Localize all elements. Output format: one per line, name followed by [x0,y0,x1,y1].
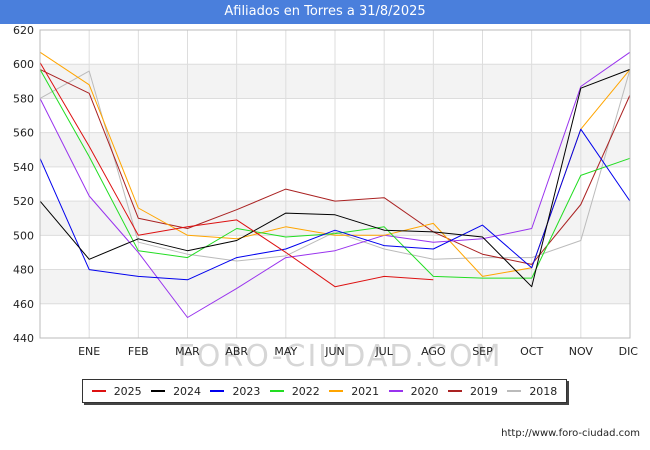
series-line-2020 [39,51,631,318]
source-credit: http://www.foro-ciudad.com [501,428,640,439]
watermark: FORO-CIUDAD.COM [178,339,503,374]
x-tick-labels: ENE FEB MAR ABR MAY JUN JUL AGO SEP OCT NOV DIC [78,345,638,358]
legend-item-2018: 2018 [507,385,557,398]
x-tick-label: MAR [175,345,200,358]
legend-label: 2025 [113,384,142,398]
y-tick-label: 480 [13,264,34,277]
legend-item-2022: 2022 [269,384,320,398]
axes [39,29,631,339]
chart-title: Afiliados en Torres a 31/8/2025 [224,4,426,19]
x-tick-label: OCT [520,345,543,358]
legend-swatch [151,390,166,392]
x-tick-label: ABR [225,345,248,358]
x-tick-label: MAY [274,345,297,358]
y-tick-label: 600 [13,58,34,71]
title-bar: Afiliados en Torres a 31/8/2025 [0,0,650,24]
legend-label: 2018 [529,384,558,398]
legend: 2025 2024 2023 2022 2021 2020 2019 2018 [82,379,567,403]
legend-label: 2020 [410,384,439,398]
x-tick-label: JUL [374,345,393,358]
legend-item-2021: 2021 [329,385,379,398]
x-tick-label: JUN [324,345,345,358]
legend-label: 2024 [173,384,202,398]
plot-border [39,29,631,339]
x-tick-label: DIC [619,345,639,358]
y-tick-label: 620 [13,24,34,37]
series-line-2022 [39,69,631,279]
legend-swatch [91,390,106,392]
legend-swatch [388,390,403,392]
y-tick-labels: 440 460 480 500 520 540 560 580 600 620 [13,24,34,345]
legend-item-2020: 2020 [388,384,439,398]
legend-swatch [210,390,225,392]
legend-item-2019: 2019 [447,384,498,398]
y-tick-label: 460 [13,298,34,311]
series-lines [39,51,631,318]
x-tick-label: SEP [472,345,493,358]
series-line-2019 [39,68,631,265]
legend-label: 2019 [469,384,498,398]
y-tick-label: 520 [13,195,34,208]
legend-label: 2023 [232,384,261,398]
legend-label: 2022 [291,384,320,398]
series-line-2024 [39,68,631,288]
legend-swatch [329,390,344,392]
series-line-2025 [39,62,434,288]
series-line-2018 [39,69,631,262]
legend-item-2023: 2023 [210,385,260,398]
y-tick-label: 500 [13,229,34,242]
y-tick-label: 580 [13,92,34,105]
y-tick-label: 560 [13,127,34,140]
series-line-2023 [39,128,631,281]
x-tick-label: ENE [78,345,100,358]
legend-label: 2021 [351,384,380,398]
y-tick-label: 440 [13,332,34,345]
x-tick-label: FEB [128,345,149,358]
x-tick-label: NOV [569,345,594,358]
legend-swatch [507,390,522,392]
x-tick-label: AGO [421,345,446,358]
legend-swatch [269,390,284,392]
y-tick-label: 540 [13,161,34,174]
legend-item-2025: 2025 [91,384,142,398]
legend-swatch [447,390,462,392]
legend-item-2024: 2024 [151,385,201,398]
